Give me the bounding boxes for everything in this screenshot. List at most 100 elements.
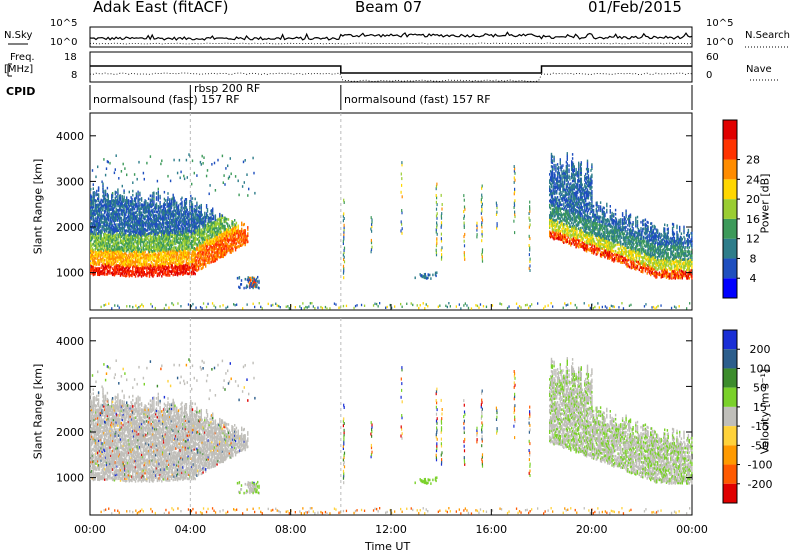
power-cell bbox=[103, 251, 105, 254]
power-cell bbox=[136, 215, 138, 219]
power-cell bbox=[111, 255, 113, 258]
power-cell bbox=[128, 252, 130, 255]
power-cell bbox=[116, 241, 118, 245]
power-cell bbox=[138, 269, 140, 272]
power-cell bbox=[92, 265, 94, 268]
power-cell bbox=[139, 232, 141, 236]
power-cell bbox=[143, 271, 145, 274]
power-cell bbox=[105, 273, 108, 276]
power-cell bbox=[104, 244, 106, 247]
power-cell bbox=[129, 253, 131, 256]
power-cell bbox=[156, 272, 159, 276]
power-cell bbox=[111, 244, 114, 248]
power-cell bbox=[100, 233, 102, 237]
power-cell bbox=[90, 229, 92, 232]
power-cell bbox=[93, 228, 95, 231]
power-cell bbox=[110, 204, 112, 207]
power-cell bbox=[103, 241, 105, 244]
power-cell bbox=[106, 238, 109, 241]
power-cell bbox=[113, 210, 116, 213]
power-cell bbox=[111, 271, 113, 275]
power-cell bbox=[155, 261, 157, 264]
power-cell bbox=[129, 232, 131, 236]
power-cell bbox=[166, 258, 168, 262]
power-cell bbox=[124, 249, 126, 253]
power-cell bbox=[147, 259, 150, 262]
power-cell bbox=[134, 270, 137, 274]
power-cell bbox=[120, 227, 123, 230]
power-cell bbox=[124, 216, 126, 220]
power-cell bbox=[90, 194, 92, 197]
power-cell bbox=[117, 227, 119, 230]
power-cell bbox=[113, 222, 116, 226]
power-cell bbox=[108, 255, 110, 259]
power-cell bbox=[151, 251, 153, 255]
power-cell bbox=[130, 220, 132, 224]
power-cell bbox=[252, 286, 254, 290]
power-cell bbox=[91, 257, 94, 261]
power-cell bbox=[97, 267, 99, 270]
nave-label: Nave bbox=[746, 64, 772, 75]
power-cell bbox=[102, 198, 104, 202]
power-cell bbox=[148, 211, 151, 215]
power-cell bbox=[148, 267, 151, 270]
power-cell bbox=[121, 184, 123, 188]
power-cell bbox=[119, 223, 121, 226]
power-cell bbox=[144, 264, 146, 268]
power-cell bbox=[97, 271, 99, 274]
power-cell bbox=[122, 239, 124, 242]
power-cell bbox=[142, 247, 145, 250]
power-cell bbox=[155, 218, 158, 222]
power-cell bbox=[141, 234, 144, 237]
power-cell bbox=[573, 165, 575, 168]
power-cell bbox=[149, 254, 152, 257]
power-cell bbox=[167, 192, 169, 195]
power-cell bbox=[186, 208, 188, 212]
power-cell bbox=[96, 238, 98, 242]
power-cell bbox=[90, 215, 93, 219]
power-cell bbox=[126, 235, 128, 238]
power-cell bbox=[105, 266, 108, 270]
power-cell bbox=[130, 255, 132, 259]
power-cell bbox=[241, 227, 243, 231]
power-cell bbox=[133, 203, 135, 206]
power-cell bbox=[126, 201, 129, 204]
power-cell bbox=[90, 228, 93, 231]
power-cell bbox=[140, 250, 142, 253]
power-cell bbox=[120, 247, 123, 251]
power-cell bbox=[107, 235, 109, 238]
power-cell bbox=[154, 229, 156, 232]
power-cell bbox=[95, 228, 97, 232]
power-cell bbox=[145, 232, 147, 236]
power-cell bbox=[137, 246, 139, 249]
power-cell bbox=[103, 226, 105, 230]
power-cell bbox=[153, 218, 155, 221]
power-cell bbox=[144, 211, 146, 215]
power-cell bbox=[116, 225, 118, 228]
power-cell bbox=[212, 207, 214, 211]
power-cell bbox=[111, 236, 113, 240]
power-cell bbox=[104, 220, 107, 223]
power-cell bbox=[146, 243, 148, 247]
power-cell bbox=[104, 269, 106, 272]
power-cell bbox=[123, 191, 125, 195]
power-cell bbox=[97, 269, 100, 272]
power-cell bbox=[149, 219, 152, 222]
power-cell bbox=[140, 236, 143, 239]
power-cell bbox=[240, 283, 243, 286]
power-cell bbox=[132, 265, 134, 269]
power-cell bbox=[119, 250, 121, 253]
power-cell bbox=[244, 229, 246, 232]
power-cell bbox=[153, 263, 155, 266]
power-cell bbox=[109, 216, 111, 220]
power-cell bbox=[108, 224, 110, 228]
power-cell bbox=[129, 210, 131, 213]
power-cell bbox=[146, 254, 148, 257]
power-cell bbox=[132, 261, 134, 265]
power-cell bbox=[127, 229, 130, 233]
power-cell bbox=[144, 262, 146, 266]
power-cell bbox=[115, 217, 117, 221]
power-cell bbox=[111, 206, 113, 209]
power-cell bbox=[153, 273, 155, 277]
power-cell bbox=[94, 254, 96, 257]
